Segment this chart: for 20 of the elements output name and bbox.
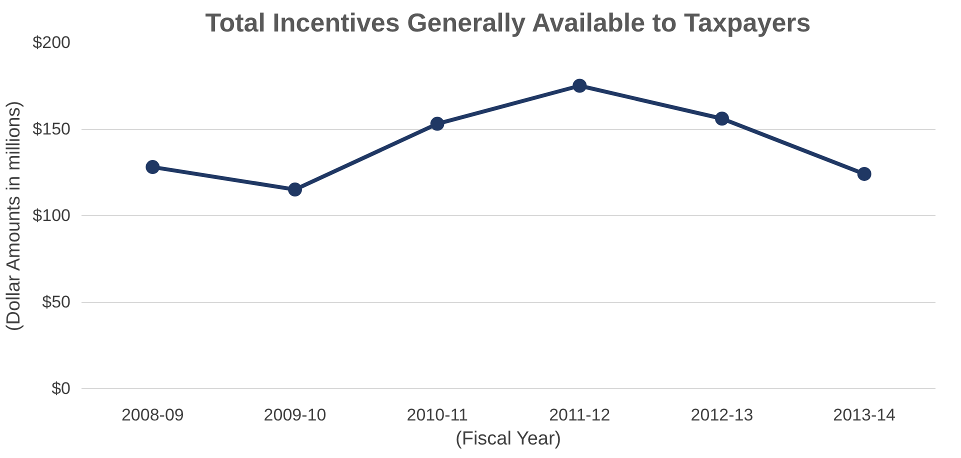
x-tick-label: 2013-14 bbox=[833, 406, 896, 424]
x-tick-label: 2010-11 bbox=[406, 406, 468, 424]
point bbox=[430, 116, 444, 131]
y-tick-label: $0 bbox=[52, 379, 71, 398]
point bbox=[288, 182, 302, 197]
y-tick-label: $50 bbox=[42, 292, 71, 312]
point bbox=[572, 78, 587, 93]
point bbox=[146, 160, 160, 174]
y-tick-label: $200 bbox=[32, 33, 71, 52]
point bbox=[857, 166, 872, 181]
x-axis-title: (Fiscal Year) bbox=[456, 428, 562, 450]
x-tick-label: 2011-12 bbox=[549, 406, 610, 424]
x-tick-label: 2012-13 bbox=[690, 406, 754, 424]
x-tick-label: 2009-10 bbox=[264, 406, 326, 424]
point bbox=[715, 112, 729, 126]
y-axis-title: (Dollar Amounts in millions) bbox=[4, 100, 25, 332]
y-tick-label: $100 bbox=[32, 206, 71, 225]
chart-title: Total Incentives Generally Available to Taxpayers bbox=[205, 8, 811, 38]
x-tick-label: 2008-09 bbox=[121, 406, 184, 424]
y-tick-label: $150 bbox=[32, 120, 71, 138]
